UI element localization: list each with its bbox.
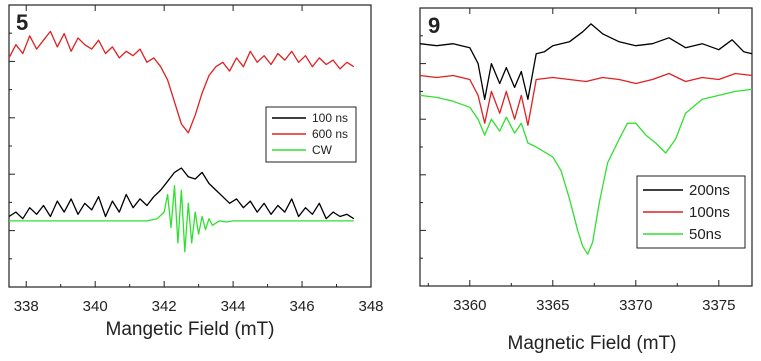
legend-label-600ns: 600 ns: [312, 127, 348, 141]
panel-5-x-tick-label-342: 342: [152, 298, 177, 315]
panel-5-legend: 100 ns 600 ns CW: [265, 106, 357, 163]
panel-9-x-tick-label-3375: 3375: [702, 297, 735, 314]
panel-9-legend: 200ns 100ns 50ns: [636, 175, 746, 249]
panel-9-series-200ns: [419, 23, 753, 100]
panel-9-series-100ns: [419, 72, 753, 126]
panel-9-series-50ns: [419, 88, 753, 255]
legend-label-100ns: 100 ns: [312, 111, 348, 125]
legend-label-100ns-b: 100ns: [689, 204, 730, 221]
panel-5-x-tick-label-346: 346: [290, 298, 315, 315]
panel-9-x-tick-label-3365: 3365: [536, 297, 569, 314]
panel-9-x-axis-label: Magnetic Field (mT): [508, 333, 677, 354]
panel-5-x-tick-label-340: 340: [83, 298, 108, 315]
panel-5-series-cw: [9, 185, 354, 253]
panel-5-x-tick-label-348: 348: [358, 298, 383, 315]
panel-5-x-tick-label-338: 338: [14, 298, 39, 315]
panel-5: 5 Mangetic Field (mT) 100 ns 600 ns CW 3…: [8, 4, 384, 340]
panel-9-x-tick-label-3360: 3360: [453, 297, 486, 314]
panel-5-x-axis-label: Mangetic Field (mT): [106, 319, 275, 340]
legend-label-cw: CW: [312, 143, 333, 157]
legend-label-200ns: 200ns: [689, 182, 730, 199]
panel-5-label: 5: [16, 10, 28, 35]
panel-5-series-600ns: [8, 30, 355, 134]
legend-label-50ns: 50ns: [689, 226, 722, 243]
panel-9: 9 Magnetic Field (mT) 200ns 100ns 50ns 3…: [419, 7, 753, 354]
panel-5-series-100ns: [8, 167, 355, 220]
panel-9-label: 9: [428, 13, 440, 38]
panel-5-x-tick-label-344: 344: [221, 298, 246, 315]
panel-9-x-tick-label-3370: 3370: [619, 297, 652, 314]
